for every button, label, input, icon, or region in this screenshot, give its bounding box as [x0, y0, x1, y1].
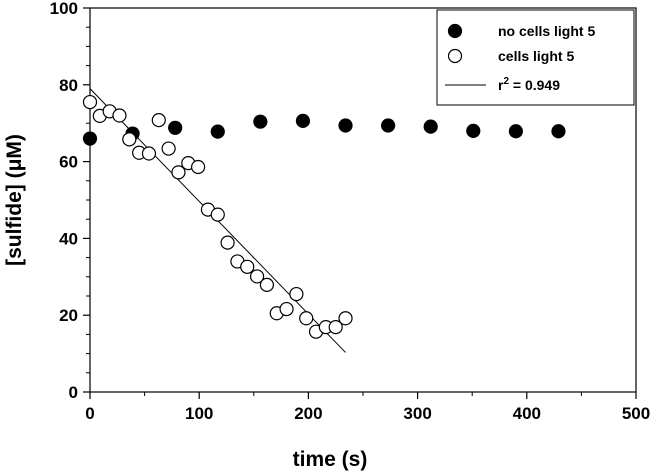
cells-point [338, 311, 353, 326]
y-tick-label-60: 60 [59, 153, 78, 172]
x-tick-label-0: 0 [85, 404, 94, 423]
legend-marker-no-cells [447, 23, 463, 39]
legend-label-no-cells: no cells light 5 [498, 23, 595, 39]
legend-label-cells: cells light 5 [498, 48, 574, 64]
cells-point [279, 301, 294, 317]
legend-label-fit: r2 = 0.949 [498, 76, 560, 93]
no-cells-point [381, 118, 396, 133]
cells-point [171, 165, 186, 180]
y-axis-title-main: [sulfide] ( [3, 171, 26, 266]
no-cells-point [82, 131, 98, 146]
cells-point [299, 311, 314, 326]
legend-fit-prefix: r [498, 77, 504, 93]
cells-point [161, 141, 176, 156]
y-axis: 0 20 40 60 80 100 [50, 0, 90, 402]
no-cells-point [168, 120, 183, 135]
legend-fit-sup: 2 [503, 76, 509, 87]
y-tick-label-80: 80 [59, 76, 78, 95]
cells-point [191, 159, 206, 175]
cells-point [240, 259, 255, 274]
no-cells-point [253, 114, 268, 129]
points-layer [82, 94, 566, 339]
y-tick-label-100: 100 [50, 0, 78, 18]
x-tick-label-500: 500 [622, 404, 650, 423]
y-axis-title-close: ) [3, 134, 26, 141]
no-cells-point [508, 124, 523, 139]
no-cells-point [423, 119, 438, 134]
cells-point [210, 207, 225, 222]
y-tick-label-20: 20 [59, 306, 78, 325]
cells-point [112, 108, 127, 123]
no-cells-point [338, 118, 353, 133]
x-axis: 0 100 200 300 400 500 [85, 392, 650, 423]
cells-point [151, 113, 166, 128]
legend-fit-suffix: = 0.949 [509, 77, 560, 93]
cells-point [249, 269, 265, 284]
cells-point [122, 132, 137, 147]
no-cells-point [466, 123, 481, 138]
legend-box [436, 9, 635, 106]
legend: no cells light 5 cells light 5 r2 = 0.94… [436, 9, 635, 106]
y-tick-label-40: 40 [59, 229, 78, 248]
x-axis-title: time (s) [293, 448, 368, 471]
x-tick-label-300: 300 [403, 404, 431, 423]
y-axis-title: [sulfide] (μM) [3, 134, 26, 266]
cells-point [220, 235, 235, 250]
no-cells-point [551, 124, 566, 139]
cells-point [259, 277, 275, 292]
y-axis-title-unit: μM [3, 141, 26, 171]
x-tick-label-200: 200 [294, 404, 322, 423]
no-cells-point [295, 113, 311, 128]
cells-point [141, 146, 157, 161]
x-tick-label-100: 100 [185, 404, 213, 423]
cells-point [289, 286, 304, 302]
cells-point [82, 94, 98, 110]
y-tick-label-0: 0 [69, 383, 78, 402]
legend-marker-cells [447, 48, 463, 64]
no-cells-point [210, 124, 225, 139]
x-tick-label-400: 400 [513, 404, 541, 423]
cells-point [328, 320, 343, 335]
